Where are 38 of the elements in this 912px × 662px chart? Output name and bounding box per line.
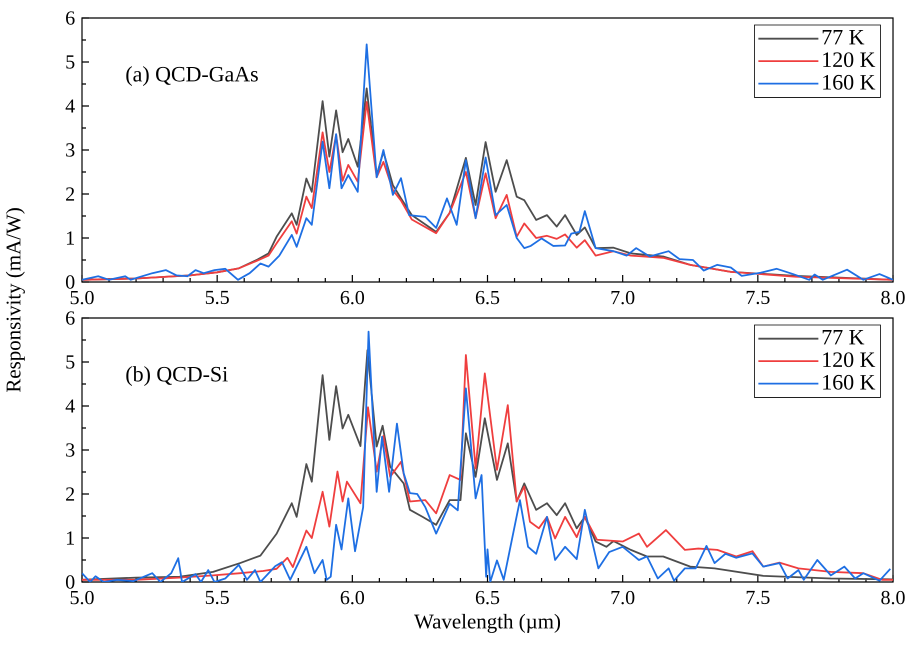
x-tick-label: 5.0 <box>70 290 94 304</box>
y-tick-label: 2 <box>66 487 74 501</box>
legend-label: 77 K <box>822 30 864 44</box>
legend-label: 160 K <box>823 374 876 390</box>
y-tick-label: 4 <box>66 399 75 413</box>
x-tick-label: 6.0 <box>340 290 364 304</box>
x-tick-label: 6.5 <box>476 290 500 304</box>
x-tick-label: 5.5 <box>206 290 229 304</box>
x-tick-label: 7.5 <box>746 590 770 604</box>
x-tick-label: 6.5 <box>476 590 500 604</box>
x-tick-label: 5.5 <box>206 590 229 604</box>
annotation: (b) QCD-Si <box>126 366 228 386</box>
x-tick-label: 7.0 <box>612 590 634 604</box>
y-tick-label: 4 <box>66 99 75 113</box>
x-tick-label: 7.5 <box>746 290 770 304</box>
y-tick-label: 5 <box>66 55 74 69</box>
y-tick-label: 2 <box>66 187 74 201</box>
y-tick-label: 0 <box>66 275 74 289</box>
annotation: (a) QCD-GaAs <box>126 66 258 86</box>
y-tick-label: 1 <box>66 531 74 545</box>
y-tick-label: 6 <box>66 311 75 325</box>
y-tick-label: 3 <box>66 443 74 457</box>
x-tick-label: 5.0 <box>70 590 94 604</box>
x-tick-label: 6.0 <box>340 590 364 604</box>
x-axis-title: Wavelength (µm) <box>414 614 560 633</box>
x-tick-label: 8.0 <box>881 590 905 604</box>
y-tick-label: 6 <box>66 11 75 25</box>
y-tick-label: 3 <box>66 143 74 157</box>
y-tick-label: 0 <box>66 575 74 589</box>
y-axis-title: Responsivity (mA/W) <box>6 208 25 392</box>
y-tick-label: 5 <box>66 355 74 369</box>
x-tick-label: 7.0 <box>612 290 634 304</box>
legend-label: 160 K <box>823 74 876 90</box>
y-tick-label: 1 <box>66 231 74 245</box>
legend-label: 77 K <box>822 330 864 344</box>
legend-label: 120 K <box>823 352 876 368</box>
legend-label: 120 K <box>823 52 876 68</box>
x-tick-label: 8.0 <box>881 290 905 304</box>
